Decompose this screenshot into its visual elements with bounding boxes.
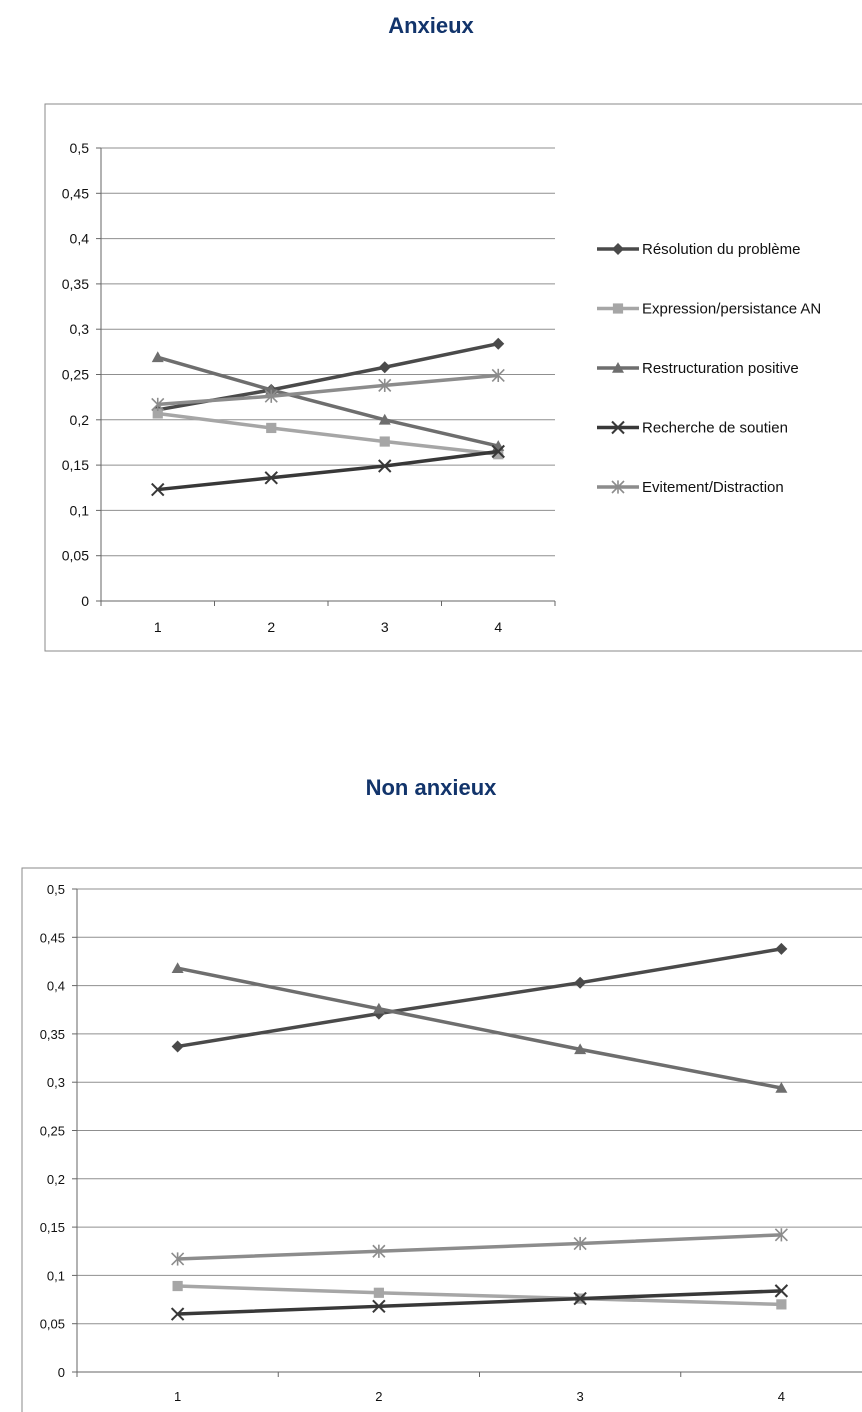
point-marker-square	[172, 1280, 183, 1292]
point-marker-square	[379, 436, 390, 447]
point-marker-triangle	[574, 1043, 587, 1055]
x-tick-label: 3	[381, 619, 389, 635]
x-tick-label: 3	[577, 1389, 584, 1404]
point-marker-square	[266, 422, 277, 434]
chart-anxieux: 0 0,05 0,1 0,15 0,2 0,25 0,3 0,35 0,4 0,45 0,5 1 2 3 4…	[44, 103, 862, 652]
point-marker-triangle	[378, 413, 391, 425]
x-tick-label: 4	[778, 1389, 785, 1404]
point-marker-star	[264, 389, 278, 403]
y-tick-label: 0,3	[47, 1075, 65, 1090]
series-line	[177, 966, 782, 1090]
point-marker-triangle	[265, 383, 278, 395]
y-tick-label: 0,1	[70, 502, 90, 518]
series-line	[177, 1289, 782, 1316]
point-marker-star	[491, 368, 505, 383]
marker-stroke	[491, 444, 505, 459]
y-tick-label: 0,15	[40, 1220, 65, 1235]
point-marker-x	[491, 444, 505, 459]
y-tick-label: 0,05	[62, 548, 89, 564]
point-marker-star	[573, 1236, 587, 1251]
marker-stroke	[264, 471, 278, 485]
point-marker-triangle	[612, 362, 624, 373]
point-marker-star	[378, 378, 392, 392]
marker-stroke	[151, 482, 165, 497]
series-line	[177, 1233, 782, 1261]
y-tick-label: 0,4	[47, 979, 65, 994]
point-marker-x	[372, 1299, 386, 1314]
marker-stroke	[611, 420, 625, 435]
x-tick-label: 4	[494, 619, 502, 635]
legend-label: Expression/persistance AN	[642, 301, 821, 318]
point-marker-square	[493, 449, 504, 460]
chart-frame	[44, 103, 862, 652]
point-marker-diamond	[171, 1040, 184, 1053]
point-marker-x	[611, 420, 625, 435]
marker-stroke	[573, 1291, 587, 1306]
y-tick-label: 0,25	[40, 1124, 65, 1139]
y-tick-label: 0,4	[70, 231, 90, 247]
y-tick-label: 0,35	[62, 276, 89, 292]
chart-title: Non anxieux	[365, 775, 497, 800]
point-marker-x	[774, 1284, 789, 1298]
point-marker-triangle	[151, 351, 164, 363]
y-tick-label: 0,45	[62, 185, 89, 201]
y-tick-label: 0,45	[40, 930, 65, 945]
series-line	[157, 449, 499, 492]
point-marker-diamond	[612, 243, 624, 255]
point-marker-star	[151, 397, 165, 411]
y-tick-label: 0,15	[62, 457, 89, 473]
legend-label: Evitement/Distraction	[642, 479, 784, 496]
point-marker-diamond	[378, 361, 391, 374]
y-tick-label: 0,25	[62, 367, 89, 383]
y-tick-label: 0,2	[47, 1172, 65, 1187]
point-marker-star	[171, 1252, 185, 1266]
point-marker-diamond	[574, 976, 587, 989]
x-tick-label: 2	[375, 1389, 382, 1404]
x-tick-label: 1	[154, 619, 162, 635]
series-line	[177, 1284, 782, 1307]
point-marker-triangle	[171, 962, 184, 974]
point-marker-x	[573, 1291, 587, 1306]
y-tick-label: 0,05	[40, 1317, 65, 1332]
y-tick-label: 0,3	[70, 321, 90, 337]
chart-title: Anxieux	[388, 13, 474, 38]
y-tick-label: 0	[81, 593, 89, 609]
legend-label: Résolution du problème	[642, 241, 800, 258]
chart-frame	[21, 867, 862, 1412]
point-marker-star	[611, 480, 625, 494]
point-marker-x	[170, 1307, 185, 1321]
point-marker-square	[152, 408, 163, 419]
legend-label: Restructuration positive	[642, 360, 799, 377]
point-marker-x	[151, 482, 165, 497]
y-tick-label: 0,5	[70, 140, 90, 156]
y-tick-label: 0,5	[47, 882, 65, 897]
marker-stroke	[372, 1299, 386, 1314]
point-marker-x	[264, 471, 278, 485]
point-marker-triangle	[372, 1002, 385, 1014]
marker-stroke	[170, 1307, 185, 1321]
y-tick-label: 0,1	[47, 1268, 65, 1283]
point-marker-diamond	[775, 942, 788, 955]
marker-stroke	[378, 459, 392, 473]
point-marker-triangle	[775, 1081, 788, 1093]
y-tick-label: 0	[58, 1365, 65, 1380]
series-line	[157, 373, 499, 407]
legend-label: Recherche de soutien	[642, 420, 788, 437]
marker-stroke	[774, 1284, 789, 1298]
y-tick-label: 0,2	[70, 412, 90, 428]
x-tick-label: 1	[174, 1389, 181, 1404]
point-marker-diamond	[492, 337, 505, 350]
series-line	[177, 947, 782, 1049]
point-marker-star	[774, 1228, 788, 1242]
point-marker-star	[372, 1244, 386, 1258]
point-marker-square	[776, 1299, 787, 1310]
point-marker-square	[612, 303, 624, 314]
x-tick-label: 2	[267, 619, 275, 635]
series-line	[157, 355, 499, 448]
point-marker-square	[373, 1287, 384, 1298]
point-marker-x	[378, 459, 392, 473]
series-line	[157, 411, 499, 456]
y-tick-label: 0,35	[40, 1027, 65, 1042]
